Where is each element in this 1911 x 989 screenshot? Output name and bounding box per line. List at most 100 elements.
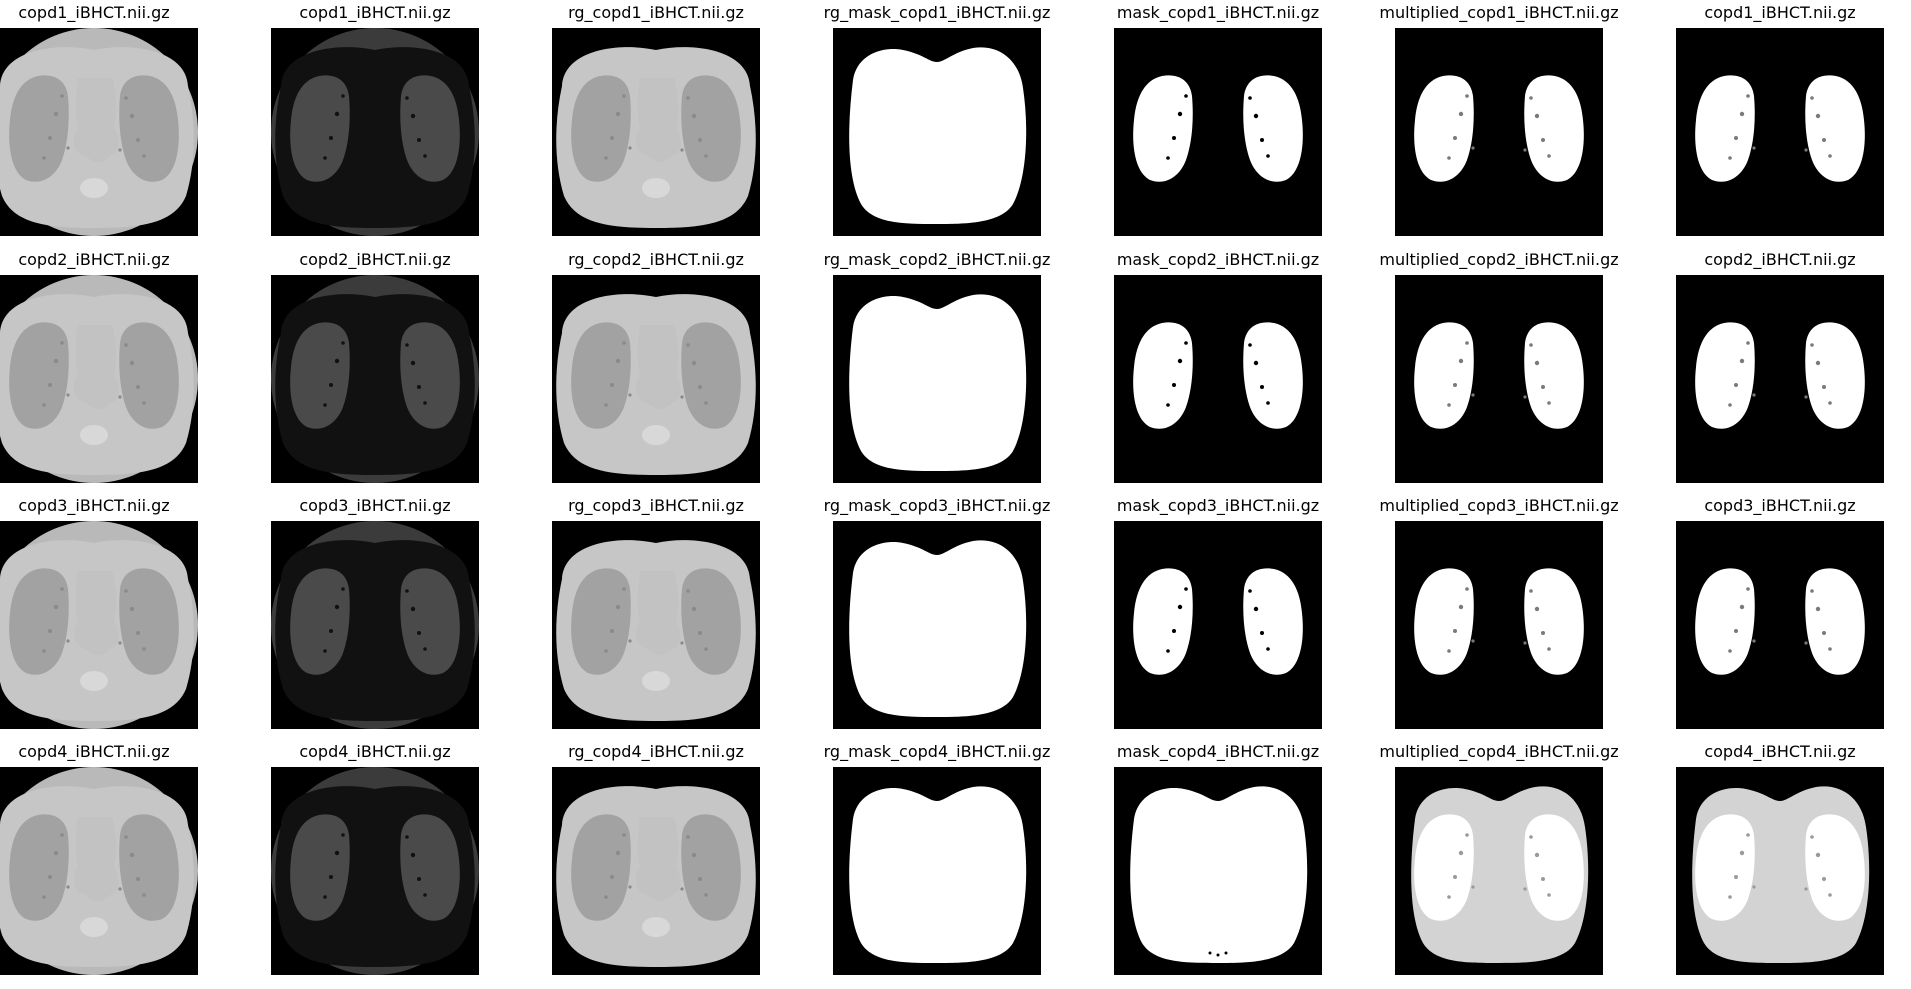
panel-copd1-4: rg_mask_copd1_iBHCT.nii.gz — [797, 0, 1077, 240]
panel-copd4-1: copd4_iBHCT.nii.gz — [0, 739, 234, 979]
ct-slice-image — [1676, 275, 1884, 483]
ct-slice-image — [833, 275, 1041, 483]
ct-slice-final_gray — [1676, 767, 1884, 975]
panel-copd4-4: rg_mask_copd4_iBHCT.nii.gz — [797, 739, 1077, 979]
panel-copd4-6: multiplied_copd4_iBHCT.nii.gz — [1359, 739, 1639, 979]
ct-slice-image — [1114, 521, 1322, 729]
panel-copd1-7: copd1_iBHCT.nii.gz — [1640, 0, 1911, 240]
ct-slice-rg_mask — [833, 275, 1041, 483]
panel-copd2-6: multiplied_copd2_iBHCT.nii.gz — [1359, 247, 1639, 487]
panel-copd2-1: copd2_iBHCT.nii.gz — [0, 247, 234, 487]
ct-slice-image — [552, 521, 760, 729]
ct-slice-image — [271, 275, 479, 483]
ct-slice-rg_mask — [833, 767, 1041, 975]
ct-slice-lung_mask — [1114, 28, 1322, 236]
panel-title: rg_mask_copd1_iBHCT.nii.gz — [823, 3, 1051, 22]
panel-copd4-5: mask_copd4_iBHCT.nii.gz — [1078, 739, 1358, 979]
panel-title: multiplied_copd1_iBHCT.nii.gz — [1379, 3, 1619, 22]
panel-title: mask_copd2_iBHCT.nii.gz — [1116, 250, 1320, 269]
ct-slice-image — [1114, 767, 1322, 975]
panel-title: copd1_iBHCT.nii.gz — [299, 3, 451, 22]
ct-slice-rg_mask — [833, 521, 1041, 729]
ct-slice-image — [552, 28, 760, 236]
panel-copd4-7: copd4_iBHCT.nii.gz — [1640, 739, 1911, 979]
ct-slice-final — [1676, 275, 1884, 483]
ct-slice-ct_raw — [0, 521, 198, 729]
ct-slice-ct_rg — [552, 28, 760, 236]
ct-slice-final — [1676, 521, 1884, 729]
panel-copd3-7: copd3_iBHCT.nii.gz — [1640, 493, 1911, 733]
ct-slice-image — [552, 275, 760, 483]
panel-copd3-5: mask_copd3_iBHCT.nii.gz — [1078, 493, 1358, 733]
panel-title: copd3_iBHCT.nii.gz — [1704, 496, 1856, 515]
ct-slice-image — [833, 28, 1041, 236]
panel-copd1-6: multiplied_copd1_iBHCT.nii.gz — [1359, 0, 1639, 240]
panel-copd2-4: rg_mask_copd2_iBHCT.nii.gz — [797, 247, 1077, 487]
ct-slice-final — [1676, 28, 1884, 236]
panel-title: mask_copd3_iBHCT.nii.gz — [1116, 496, 1320, 515]
ct-slice-lung_mask — [1114, 521, 1322, 729]
ct-slice-threshold — [271, 767, 479, 975]
ct-slice-image — [1114, 28, 1322, 236]
panel-copd4-2: copd4_iBHCT.nii.gz — [235, 739, 515, 979]
ct-slice-ct_rg — [552, 275, 760, 483]
ct-slice-image — [1395, 767, 1603, 975]
panel-title: copd1_iBHCT.nii.gz — [18, 3, 170, 22]
panel-title: copd4_iBHCT.nii.gz — [18, 742, 170, 761]
ct-slice-image — [1395, 275, 1603, 483]
panel-copd3-2: copd3_iBHCT.nii.gz — [235, 493, 515, 733]
panel-copd3-3: rg_copd3_iBHCT.nii.gz — [516, 493, 796, 733]
panel-copd2-3: rg_copd2_iBHCT.nii.gz — [516, 247, 796, 487]
ct-slice-image — [833, 767, 1041, 975]
ct-slice-image — [271, 521, 479, 729]
ct-slice-ct_raw — [0, 767, 198, 975]
ct-slice-image — [1114, 275, 1322, 483]
panel-title: copd4_iBHCT.nii.gz — [299, 742, 451, 761]
ct-slice-threshold — [271, 275, 479, 483]
panel-title: copd2_iBHCT.nii.gz — [18, 250, 170, 269]
panel-title: copd1_iBHCT.nii.gz — [1704, 3, 1856, 22]
ct-slice-multiplied — [1395, 275, 1603, 483]
panel-copd1-1: copd1_iBHCT.nii.gz — [0, 0, 234, 240]
panel-copd2-5: mask_copd2_iBHCT.nii.gz — [1078, 247, 1358, 487]
ct-slice-multiplied_gray — [1395, 767, 1603, 975]
panel-title: multiplied_copd3_iBHCT.nii.gz — [1379, 496, 1619, 515]
ct-slice-image — [1676, 767, 1884, 975]
panel-copd1-2: copd1_iBHCT.nii.gz — [235, 0, 515, 240]
ct-slice-ct_rg — [552, 767, 760, 975]
ct-slice-ct_raw — [0, 275, 198, 483]
panel-title: copd2_iBHCT.nii.gz — [299, 250, 451, 269]
ct-slice-image — [0, 767, 198, 975]
ct-slice-image — [1676, 28, 1884, 236]
ct-slice-image — [833, 521, 1041, 729]
ct-slice-lung_mask — [1114, 275, 1322, 483]
panel-title: rg_copd4_iBHCT.nii.gz — [568, 742, 744, 761]
panel-title: copd2_iBHCT.nii.gz — [1704, 250, 1856, 269]
panel-copd2-2: copd2_iBHCT.nii.gz — [235, 247, 515, 487]
panel-copd3-4: rg_mask_copd3_iBHCT.nii.gz — [797, 493, 1077, 733]
panel-copd3-6: multiplied_copd3_iBHCT.nii.gz — [1359, 493, 1639, 733]
panel-title: multiplied_copd4_iBHCT.nii.gz — [1379, 742, 1619, 761]
panel-copd2-7: copd2_iBHCT.nii.gz — [1640, 247, 1911, 487]
panel-title: copd4_iBHCT.nii.gz — [1704, 742, 1856, 761]
panel-copd1-3: rg_copd1_iBHCT.nii.gz — [516, 0, 796, 240]
panel-title: rg_copd2_iBHCT.nii.gz — [568, 250, 744, 269]
panel-title: mask_copd1_iBHCT.nii.gz — [1116, 3, 1320, 22]
ct-slice-image — [271, 767, 479, 975]
ct-slice-threshold — [271, 28, 479, 236]
ct-slice-ct_rg — [552, 521, 760, 729]
ct-slice-multiplied — [1395, 28, 1603, 236]
ct-slice-image — [1395, 28, 1603, 236]
ct-slice-image — [271, 28, 479, 236]
panel-title: copd3_iBHCT.nii.gz — [299, 496, 451, 515]
panel-title: rg_copd1_iBHCT.nii.gz — [568, 3, 744, 22]
ct-slice-threshold — [271, 521, 479, 729]
panel-title: rg_mask_copd4_iBHCT.nii.gz — [823, 742, 1051, 761]
ct-slice-image — [552, 767, 760, 975]
panel-title: mask_copd4_iBHCT.nii.gz — [1116, 742, 1320, 761]
panel-title: rg_copd3_iBHCT.nii.gz — [568, 496, 744, 515]
ct-slice-lung_mask_full — [1114, 767, 1322, 975]
ct-slice-image — [0, 275, 198, 483]
ct-slice-image — [0, 521, 198, 729]
ct-slice-rg_mask — [833, 28, 1041, 236]
